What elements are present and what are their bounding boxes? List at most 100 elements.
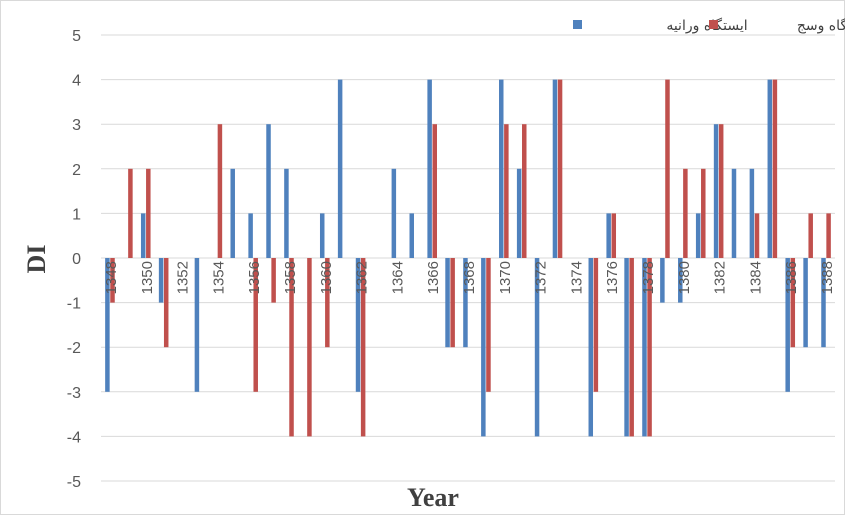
y-tick-label: -2	[67, 340, 81, 357]
x-tick-label: 1356	[246, 261, 263, 294]
legend-swatch-2	[709, 20, 718, 29]
bar-vasaj-1350	[146, 168, 151, 258]
bar-varaneh-1388	[821, 258, 826, 348]
y-tick-label: 0	[72, 251, 81, 268]
bar-varaneh-1364	[391, 168, 397, 258]
bar-varaneh-1357	[266, 124, 271, 258]
bar-varaneh-1380	[678, 258, 683, 303]
bar-varaneh-1381	[695, 213, 701, 258]
bar-varaneh-1372	[534, 258, 540, 437]
y-tick-label: 1	[72, 206, 81, 223]
bar-varaneh-1362	[355, 258, 361, 392]
bar-varaneh-1365	[409, 213, 414, 258]
bar-varaneh-1348	[105, 258, 110, 392]
x-tick-label: 1364	[389, 261, 406, 294]
x-axis-ticks: 1348 1350 1352 1354 1356 1358 1360 1362 1364 1366…	[103, 261, 836, 294]
bar-vasaj-1370	[504, 124, 509, 258]
bar-varaneh-1353	[194, 258, 200, 392]
bar-varaneh-1382	[713, 124, 719, 258]
y-tick-label: -5	[67, 474, 81, 491]
bar-varaneh-1371	[516, 168, 522, 258]
bar-varaneh-1386	[785, 258, 790, 392]
gridlines	[101, 34, 835, 482]
x-tick-label: 1374	[568, 261, 585, 294]
bar-vasaj-1376	[611, 213, 617, 258]
x-tick-label: 1384	[747, 261, 764, 294]
bar-vasaj-1356	[253, 258, 258, 392]
bar-vasaj-1362	[360, 258, 366, 437]
x-tick-label: 1376	[604, 261, 621, 294]
bar-vasaj-1380	[683, 168, 688, 258]
bar-vasaj-1351	[163, 258, 169, 348]
x-tick-label: 1368	[461, 261, 478, 294]
bar-varaneh-1361	[337, 79, 343, 258]
y-tick-label: 2	[72, 162, 81, 179]
bar-varaneh-1387	[803, 258, 808, 348]
bar-varaneh-1379	[660, 258, 665, 303]
bar-varaneh-1360	[319, 213, 325, 258]
bar-vasaj-1377	[629, 258, 634, 437]
bar-varaneh-1350	[140, 213, 146, 258]
bar-vasaj-1386	[790, 258, 796, 348]
bar-varaneh-1378	[642, 258, 647, 437]
x-tick-label: 1378	[640, 261, 657, 294]
legend-swatch-1	[573, 20, 582, 29]
bar-varaneh-1384	[749, 168, 755, 258]
x-tick-label: 1366	[425, 261, 442, 294]
bar-vasaj-1367	[450, 258, 455, 348]
x-axis-title: Year	[407, 483, 459, 512]
bar-vasaj-1359	[307, 258, 312, 437]
y-tick-label: -3	[67, 385, 81, 402]
bar-vasaj-1375	[593, 258, 599, 392]
x-tick-label: 1348	[103, 261, 120, 294]
y-tick-label: 5	[72, 28, 81, 45]
bar-vasaj-1366	[432, 124, 437, 258]
bar-vasaj-1360	[325, 258, 330, 348]
y-axis-ticks: 5 4 3 2 1 0 -1 -2 -3 -4 -5	[67, 28, 81, 491]
y-tick-label: 3	[72, 117, 81, 134]
bar-vasaj-1358	[289, 258, 294, 437]
x-tick-label: 1358	[282, 261, 299, 294]
x-tick-label: 1388	[819, 261, 836, 294]
x-tick-label: 1360	[318, 261, 335, 294]
bar-vasaj-1379	[665, 79, 670, 258]
bar-varaneh-1373	[552, 79, 558, 258]
y-tick-label: 4	[72, 73, 81, 90]
bar-varaneh-1351	[158, 258, 164, 303]
x-tick-label: 1354	[210, 261, 227, 294]
bar-varaneh-1370	[499, 79, 504, 258]
bar-varaneh-1367	[445, 258, 450, 348]
bar-varaneh-1383	[731, 168, 737, 258]
bar-vasaj-1349	[128, 168, 133, 258]
x-tick-label: 1370	[497, 261, 514, 294]
x-tick-label: 1350	[139, 261, 156, 294]
x-tick-label: 1372	[533, 261, 550, 294]
bar-vasaj-1348	[110, 258, 115, 303]
bar-varaneh-1368	[463, 258, 468, 348]
bar-vasaj-1384	[754, 213, 760, 258]
x-tick-label: 1352	[175, 261, 192, 294]
bar-vasaj-1387	[808, 213, 813, 258]
bar-vasaj-1371	[522, 124, 527, 258]
bar-varaneh-1375	[588, 258, 594, 437]
bar-vasaj-1354	[217, 124, 223, 258]
bar-varaneh-1377	[624, 258, 629, 437]
y-axis-title: DI	[22, 245, 51, 274]
bar-vasaj-1381	[701, 168, 706, 258]
bar-vasaj-1369	[486, 258, 491, 392]
bar-varaneh-1385	[767, 79, 773, 258]
bar-vasaj-1378	[647, 258, 652, 437]
bar-vasaj-1357	[271, 258, 276, 303]
bar-vasaj-1382	[718, 124, 724, 258]
bar-varaneh-1355	[230, 168, 235, 258]
x-tick-label: 1382	[712, 261, 729, 294]
bar-vasaj-1385	[772, 79, 778, 258]
y-tick-label: -4	[67, 429, 81, 446]
x-tick-label: 1386	[783, 261, 800, 294]
legend-label-1: ایستگاه ورانیه	[666, 17, 747, 34]
bar-varaneh-1376	[606, 213, 611, 258]
x-tick-label: 1362	[354, 261, 371, 294]
y-tick-label: -1	[67, 296, 81, 313]
